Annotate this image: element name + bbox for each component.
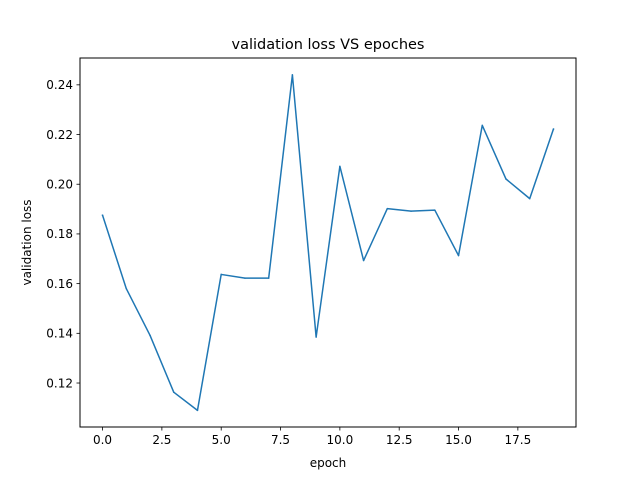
y-tick-label: 0.18: [46, 227, 73, 241]
x-axis: 0.0 2.5 5.0 7.5 10.0 12.5 15.0 17.5: [93, 427, 531, 447]
data-point: [220, 273, 222, 276]
series-line: [101, 74, 555, 412]
x-tick-label: 17.5: [504, 433, 531, 447]
data-point: [315, 336, 317, 338]
x-tick-label: 2.5: [152, 433, 171, 447]
data-point: [457, 254, 460, 257]
data-point: [339, 165, 341, 168]
data-point: [125, 287, 128, 290]
data-point: [196, 409, 199, 412]
data-point: [291, 74, 294, 76]
data-point: [410, 210, 412, 212]
x-tick-label: 7.5: [271, 433, 290, 447]
x-tick-label: 0.0: [93, 433, 112, 447]
y-tick-label: 0.24: [46, 78, 73, 92]
data-point: [267, 277, 270, 279]
data-point: [362, 259, 365, 262]
series-layer: [101, 74, 555, 412]
data-point: [244, 277, 246, 279]
plot-area: [80, 58, 576, 427]
x-tick-label: 12.5: [386, 433, 413, 447]
x-axis-label: epoch: [310, 456, 347, 470]
data-point: [386, 207, 389, 210]
data-point: [552, 128, 555, 130]
data-point: [149, 334, 151, 337]
x-tick-label: 15.0: [445, 433, 472, 447]
y-tick-label: 0.12: [46, 376, 73, 390]
data-point: [434, 209, 436, 211]
x-tick-label: 10.0: [327, 433, 354, 447]
y-tick-label: 0.16: [46, 277, 73, 291]
y-tick-label: 0.14: [46, 327, 73, 341]
data-point: [481, 124, 484, 127]
data-point: [172, 391, 175, 393]
data-point: [505, 178, 507, 180]
plot-frame: [79, 57, 577, 428]
y-axis: 0.12 0.14 0.16 0.18 0.20 0.22 0.24: [46, 78, 80, 390]
y-tick-label: 0.22: [46, 128, 73, 142]
y-axis-label: validation loss: [20, 199, 34, 285]
y-tick-label: 0.20: [46, 178, 73, 192]
data-point: [101, 214, 104, 217]
chart-title: validation loss VS epoches: [232, 37, 425, 53]
x-tick-label: 5.0: [212, 433, 231, 447]
data-point: [528, 197, 531, 200]
